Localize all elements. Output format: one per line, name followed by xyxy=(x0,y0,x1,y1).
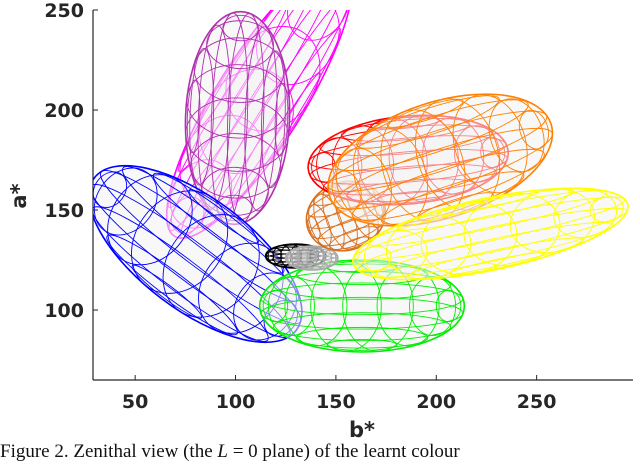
parallel-line xyxy=(272,312,452,342)
parallel-line xyxy=(106,234,238,336)
parallel-line xyxy=(260,296,464,330)
meridian-line xyxy=(286,253,294,263)
parallel-line xyxy=(374,221,614,278)
meridian-line xyxy=(206,20,274,70)
meridian-line xyxy=(463,192,561,266)
meridian-line xyxy=(307,216,321,240)
parallel-line xyxy=(260,282,464,316)
meridian-line xyxy=(287,249,301,267)
meridian-line xyxy=(313,193,345,251)
meridian-line xyxy=(420,202,518,276)
meridian-line xyxy=(331,170,362,211)
ellipsoid-purple xyxy=(184,10,291,226)
meridian-line xyxy=(186,64,290,139)
parallel-line xyxy=(353,196,626,261)
x-tick-label: 150 xyxy=(316,391,356,413)
parallel-line xyxy=(152,172,285,274)
parallel-line xyxy=(327,110,548,193)
meridian-line xyxy=(267,247,283,265)
caption-variable: L xyxy=(217,441,228,462)
meridian-line xyxy=(262,289,289,323)
x-tick-label: 200 xyxy=(416,391,456,413)
parallel-line xyxy=(302,245,322,250)
parallel-line xyxy=(396,188,575,231)
meridian-line xyxy=(488,98,545,173)
parallel-line xyxy=(260,50,286,189)
parallel-line xyxy=(294,246,330,253)
meridian-line xyxy=(363,230,428,279)
y-tick-label: 150 xyxy=(44,200,84,222)
meridian-line xyxy=(93,171,128,208)
ellipsoid-yellow xyxy=(352,187,629,281)
parallel-line xyxy=(189,47,215,186)
parallel-line xyxy=(333,127,553,210)
plot-area xyxy=(93,0,629,353)
parallel-line xyxy=(367,190,607,247)
parallel-line xyxy=(93,206,269,342)
x-tick-label: 50 xyxy=(122,391,148,413)
meridian-line xyxy=(131,190,229,294)
meridian-line xyxy=(267,275,315,337)
caption-prefix: Figure 2. Zenithal view (the xyxy=(0,441,218,462)
parallel-line xyxy=(436,192,532,216)
parallel-line xyxy=(326,338,398,351)
parallel-line xyxy=(355,207,628,272)
meridian-line xyxy=(386,214,472,280)
meridian-line xyxy=(452,94,528,194)
parallel-line xyxy=(285,255,338,265)
meridian-line xyxy=(310,260,382,352)
parallel-line xyxy=(386,98,464,128)
caption-rest: = 0 plane) of the learnt colour xyxy=(227,441,460,462)
parallel-line xyxy=(186,79,201,154)
meridian-line xyxy=(93,167,158,236)
meridian-line xyxy=(509,188,595,254)
parallel-line xyxy=(244,26,278,212)
meridian-line xyxy=(162,214,260,318)
parallel-line xyxy=(188,189,260,244)
x-axis-label: b* xyxy=(349,418,375,440)
y-tick-label: 250 xyxy=(44,0,84,22)
meridian-line xyxy=(190,133,282,199)
x-tick-label: 100 xyxy=(216,391,256,413)
meridian-line xyxy=(309,0,355,9)
ellipsoid-orange xyxy=(327,93,554,227)
y-axis-label: a* xyxy=(7,183,31,208)
parallel-line xyxy=(295,326,429,349)
meridian-line xyxy=(357,245,392,272)
parallel-line xyxy=(131,264,203,319)
meridian-line xyxy=(193,37,285,103)
parallel-line xyxy=(335,99,529,171)
meridian-line xyxy=(266,251,275,261)
y-tick-label: 100 xyxy=(44,300,84,322)
ellipsoid-grey xyxy=(284,245,339,271)
y-tick-label: 200 xyxy=(44,100,84,122)
ellipsoid-chart: 50 100 150 200 250 100 150 200 250 b* a* xyxy=(7,0,633,440)
parallel-line xyxy=(351,149,545,221)
meridian-line xyxy=(107,174,193,266)
meridian-line xyxy=(185,97,289,172)
figure-caption: Figure 2. Zenithal view (the L = 0 plane… xyxy=(0,441,640,463)
meridian-line xyxy=(336,147,392,222)
x-tick-label: 250 xyxy=(517,391,557,413)
meridian-line xyxy=(308,204,332,247)
parallel-line xyxy=(356,95,500,149)
parallel-line xyxy=(406,237,585,280)
ellipsoid-outline xyxy=(352,187,629,281)
parallel-line xyxy=(274,82,289,157)
